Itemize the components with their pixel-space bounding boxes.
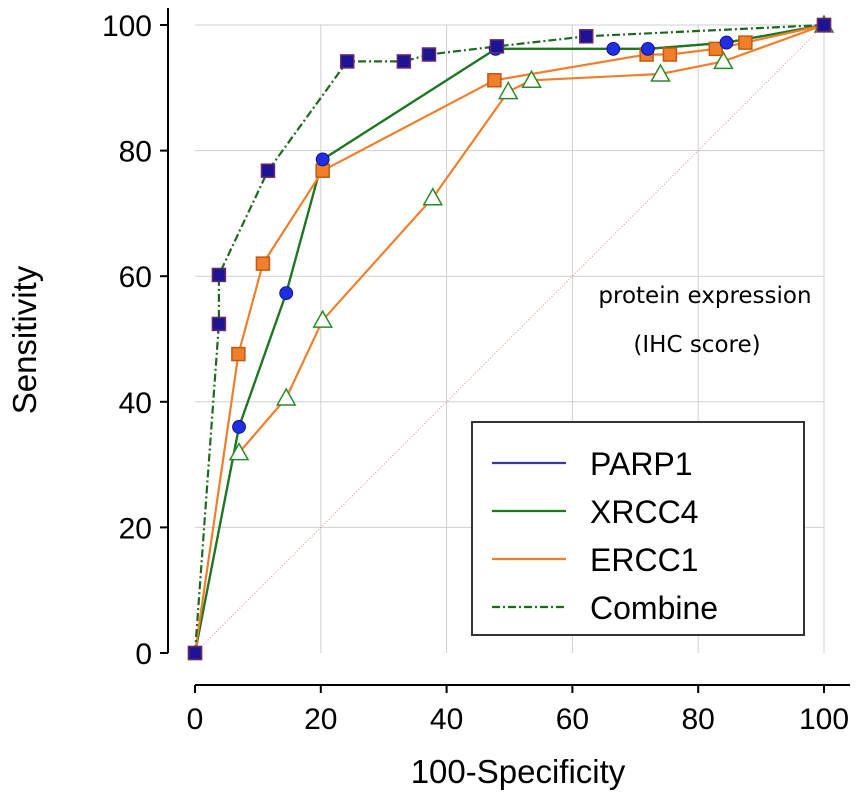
ercc1-triangle-marker xyxy=(497,81,519,100)
legend-label-combine: Combine xyxy=(590,590,718,626)
combine-marker xyxy=(187,645,203,661)
x-tick-label-20: 20 xyxy=(304,703,337,736)
x-tick-label-40: 40 xyxy=(430,703,463,736)
tick-labels: 0 20 40 60 80 100 0 20 40 60 80 100 xyxy=(102,10,849,736)
legend-box xyxy=(471,421,805,636)
y-tick-label-100: 100 xyxy=(102,10,152,43)
parp1-marker xyxy=(232,420,246,434)
combine-marker xyxy=(211,267,227,283)
combine-marker xyxy=(489,39,505,54)
legend-label-parp1: PARP1 xyxy=(590,446,693,482)
ercc1-triangle-marker xyxy=(275,387,297,406)
y-tick-label-20: 20 xyxy=(119,512,152,545)
ercc1-triangle-marker xyxy=(521,69,542,89)
combine-marker xyxy=(339,54,355,69)
annotation-line-1: protein expression xyxy=(598,283,811,309)
y-axis-title: Sensitivity xyxy=(6,265,43,414)
ercc1-triangle-marker xyxy=(312,309,333,328)
x-axis-title: 100-Specificity xyxy=(411,753,626,790)
y-tick-label-60: 60 xyxy=(119,261,152,294)
combine-marker xyxy=(396,54,412,69)
x-tick-label-0: 0 xyxy=(187,703,204,736)
y-tick-label-40: 40 xyxy=(119,387,152,420)
series-markers xyxy=(187,14,835,661)
legend-label-ercc1: ERCC1 xyxy=(590,542,698,578)
x-tick-label-80: 80 xyxy=(682,703,715,736)
ercc1-marker xyxy=(231,346,246,362)
legend-label-xrcc4: XRCC4 xyxy=(590,494,698,530)
ercc1-marker xyxy=(255,256,271,271)
parp1-marker xyxy=(640,41,655,56)
ercc1-triangle-marker xyxy=(650,63,671,82)
ercc1-triangle-marker xyxy=(422,187,444,206)
combine-marker xyxy=(421,47,437,62)
ercc1-triangle-marker xyxy=(713,50,734,70)
ercc1-triangle-marker xyxy=(228,442,250,461)
combine-marker xyxy=(211,316,227,332)
axes xyxy=(160,8,850,693)
ercc1-marker xyxy=(738,35,753,50)
x-tick-label-60: 60 xyxy=(556,703,589,736)
ercc1-marker xyxy=(662,47,678,62)
x-tick-label-100: 100 xyxy=(799,703,849,736)
ercc1-marker xyxy=(487,73,502,88)
legend: PARP1 XRCC4 ERCC1 Combine xyxy=(471,421,805,636)
parp1-marker xyxy=(279,286,294,301)
parp1-marker xyxy=(315,152,330,167)
annotation-line-2: (IHC score) xyxy=(633,332,760,358)
reference-diagonal xyxy=(194,24,825,654)
parp1-marker xyxy=(719,35,734,50)
combine-marker xyxy=(816,17,832,33)
parp1-marker xyxy=(606,41,621,56)
combine-marker xyxy=(578,29,594,44)
series-line-combine xyxy=(193,23,825,654)
ercc1-marker xyxy=(708,41,724,57)
y-tick-label-0: 0 xyxy=(135,638,152,671)
combine-marker xyxy=(260,163,276,178)
y-tick-label-80: 80 xyxy=(119,136,152,169)
